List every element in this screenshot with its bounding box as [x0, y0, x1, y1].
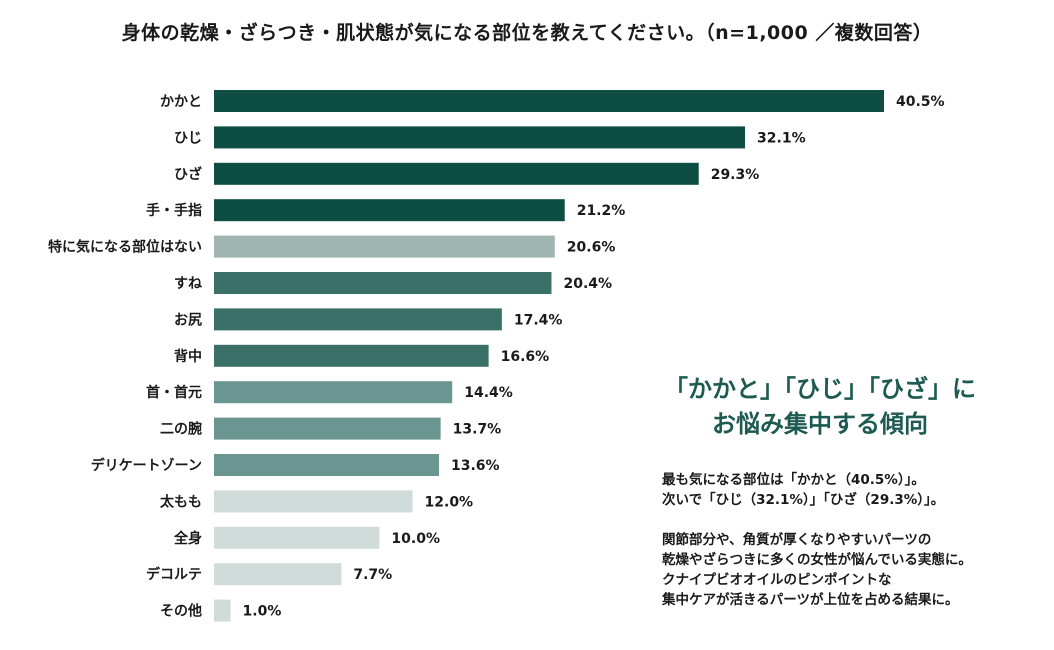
value-label: 12.0%	[425, 494, 474, 510]
category-label: 太もも	[160, 493, 202, 510]
value-label: 20.6%	[567, 240, 616, 256]
category-label: デリケートゾーン	[91, 457, 202, 474]
category-label: 全身	[173, 530, 202, 547]
category-label: かかと	[160, 94, 202, 110]
value-label: 7.7%	[353, 567, 392, 583]
callout-text-6: 集中ケアが活きるパーツが上位を占める結果に。	[662, 592, 959, 608]
callout-text-1: 最も気になる部位は「かかと（40.5%）」。	[662, 472, 925, 488]
chart-title: 身体の乾燥・ざらつき・肌状態が気になる部位を教えてください。（n=1,000 ／…	[121, 22, 933, 44]
bar	[214, 162, 699, 185]
bar	[214, 563, 342, 586]
bar	[214, 235, 555, 258]
category-label: その他	[160, 603, 202, 620]
bar	[214, 308, 502, 331]
category-label: お尻	[174, 312, 202, 328]
bar	[214, 599, 231, 622]
value-label: 20.4%	[563, 276, 612, 292]
callout-text-2: 次いで「ひじ（32.1%）」「ひざ（29.3%）」。	[662, 492, 945, 508]
category-label: 首・首元	[146, 384, 202, 401]
bar	[214, 199, 565, 222]
value-label: 16.6%	[501, 349, 550, 365]
value-label: 13.6%	[451, 458, 500, 474]
value-label: 21.2%	[577, 203, 626, 219]
bar	[214, 526, 380, 549]
category-label: 特に気になる部位はない	[48, 239, 202, 256]
category-label: 二の腕	[160, 421, 202, 438]
value-label: 14.4%	[464, 385, 513, 401]
category-label: ひじ	[174, 130, 202, 146]
callout-headline-line1: 「かかと」「ひじ」「ひざ」に	[664, 375, 976, 403]
category-label: すね	[174, 276, 202, 292]
callout-text-3: 関節部分や、角質が厚くなりやすいパーツの	[662, 532, 932, 548]
category-label: 手・手指	[146, 202, 202, 219]
callout-text-5: クナイプビオオイルのピンポイントな	[662, 572, 892, 588]
value-label: 40.5%	[896, 94, 945, 110]
bar	[214, 90, 884, 112]
category-label: 背中	[174, 348, 202, 365]
bar	[214, 126, 746, 149]
value-label: 17.4%	[514, 312, 563, 328]
value-label: 10.0%	[391, 531, 440, 547]
bar	[214, 490, 413, 513]
category-label: デコルテ	[146, 566, 202, 583]
bar	[214, 417, 441, 440]
bar	[214, 381, 453, 404]
bar	[214, 344, 489, 367]
bar	[214, 272, 552, 294]
value-label: 32.1%	[757, 130, 806, 146]
callout-text-4: 乾燥やざらつきに多くの女性が悩んでいる実態に。	[662, 552, 972, 568]
value-label: 13.7%	[453, 422, 502, 438]
bar	[214, 454, 439, 476]
callout-body: 最も気になる部位は「かかと（40.5%）」。 次いで「ひじ（32.1%）」「ひざ…	[662, 470, 1040, 610]
callout: 「かかと」「ひじ」「ひざ」に お悩み集中する傾向 最も気になる部位は「かかと（4…	[640, 372, 1040, 610]
category-label: ひざ	[174, 166, 202, 183]
value-label: 1.0%	[243, 604, 282, 620]
callout-headline-line2: お悩み集中する傾向	[712, 410, 928, 438]
value-label: 29.3%	[711, 167, 760, 183]
callout-headline: 「かかと」「ひじ」「ひざ」に お悩み集中する傾向	[640, 372, 1000, 442]
